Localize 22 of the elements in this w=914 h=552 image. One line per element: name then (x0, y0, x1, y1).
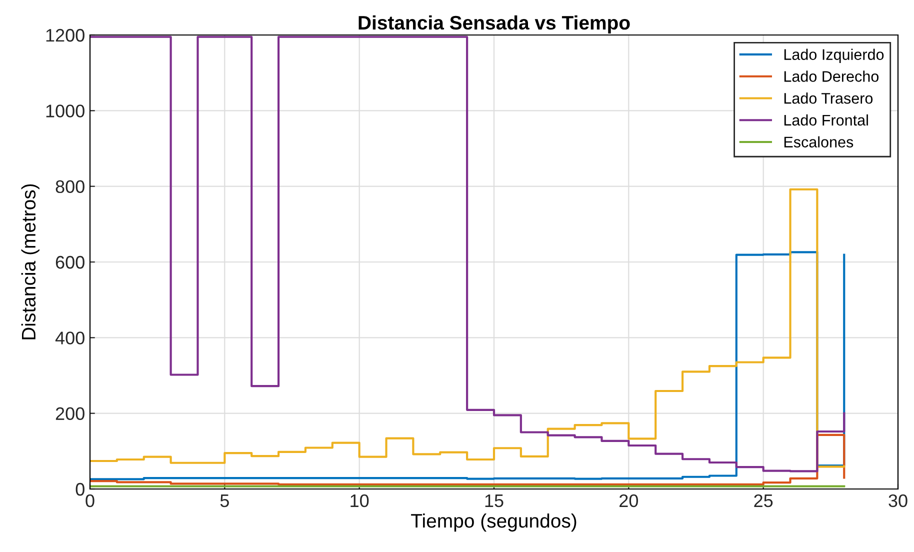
y-tick-label: 600 (56, 256, 84, 269)
x-tick-label: 5 (220, 494, 229, 508)
y-tick-label: 0 (76, 482, 84, 496)
y-tick-label: 200 (56, 407, 84, 420)
x-tick-label: 0 (86, 494, 94, 508)
x-tick-label: 30 (888, 494, 908, 508)
x-tick-label: 10 (350, 494, 369, 508)
legend-label: Lado Trasero (784, 92, 873, 104)
y-tick-label: 1200 (46, 28, 84, 42)
y-tick-label: 1000 (46, 104, 84, 118)
legend-label: Escalones (784, 136, 854, 148)
x-tick-label: 20 (620, 494, 638, 508)
legend-label: Lado Izquierdo (784, 48, 884, 63)
legend-label: Lado Frontal (784, 114, 868, 126)
y-axis-title: Distancia (metros) (21, 184, 40, 340)
y-tick-label: 400 (55, 332, 84, 344)
chart-title: Distancia Sensada vs Tiempo (358, 15, 630, 34)
x-tick-label: 25 (754, 494, 773, 508)
y-tick-label: 800 (56, 180, 84, 194)
x-tick-label: 15 (485, 494, 504, 508)
x-axis-title: Tiempo (segundos) (411, 513, 576, 532)
legend-label: Lado Derecho (784, 70, 879, 82)
